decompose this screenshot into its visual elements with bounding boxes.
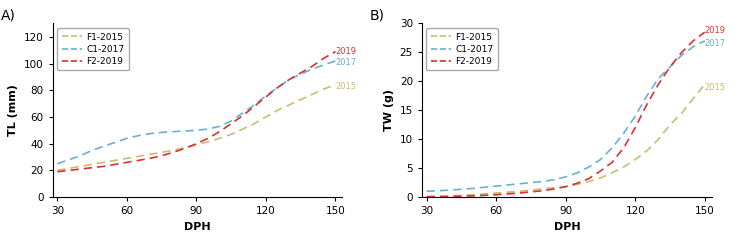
Text: 2019: 2019 (705, 26, 725, 35)
Text: 2015: 2015 (705, 83, 725, 92)
Legend: F1-2015, C1-2017, F2-2019: F1-2015, C1-2017, F2-2019 (426, 28, 498, 70)
Y-axis label: TW (g): TW (g) (384, 89, 394, 131)
Y-axis label: TL (mm): TL (mm) (8, 84, 18, 136)
Text: 2017: 2017 (705, 39, 726, 48)
Text: 2017: 2017 (335, 58, 356, 67)
Text: B): B) (370, 8, 385, 22)
Text: A): A) (1, 8, 15, 22)
Text: 2015: 2015 (335, 82, 356, 91)
X-axis label: DPH: DPH (553, 222, 580, 232)
Legend: F1-2015, C1-2017, F2-2019: F1-2015, C1-2017, F2-2019 (57, 28, 129, 70)
Text: 2019: 2019 (335, 47, 356, 56)
X-axis label: DPH: DPH (184, 222, 211, 232)
